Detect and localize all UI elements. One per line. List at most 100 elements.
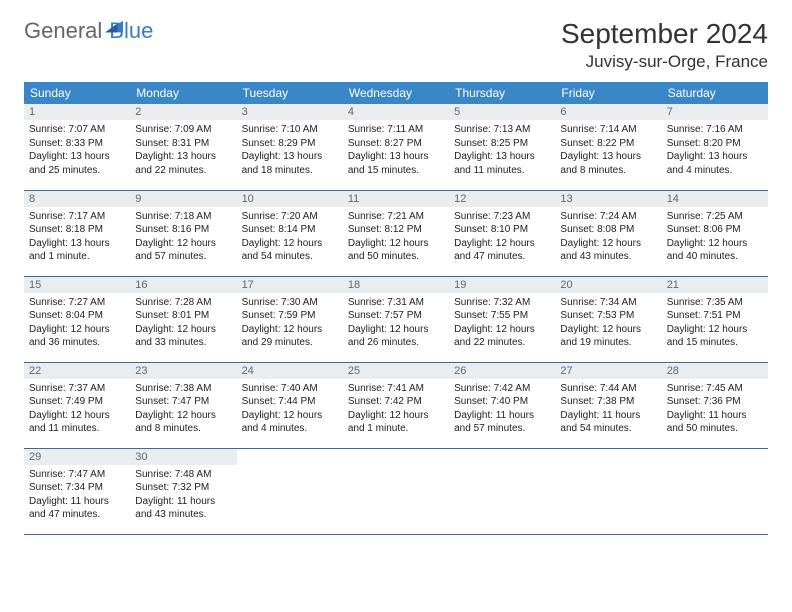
weekday-header: Thursday [449, 82, 555, 104]
sunset-text: Sunset: 7:40 PM [454, 395, 550, 409]
calendar-cell: 8Sunrise: 7:17 AMSunset: 8:18 PMDaylight… [24, 190, 130, 276]
sunrise-text: Sunrise: 7:20 AM [242, 210, 338, 224]
calendar-cell: 5Sunrise: 7:13 AMSunset: 8:25 PMDaylight… [449, 104, 555, 190]
day-number: 18 [343, 277, 449, 293]
day-details: Sunrise: 7:44 AMSunset: 7:38 PMDaylight:… [555, 379, 661, 440]
sunset-text: Sunset: 8:31 PM [135, 137, 231, 151]
day-details: Sunrise: 7:30 AMSunset: 7:59 PMDaylight:… [237, 293, 343, 354]
calendar-cell: 30Sunrise: 7:48 AMSunset: 7:32 PMDayligh… [130, 448, 236, 534]
calendar-cell: 29Sunrise: 7:47 AMSunset: 7:34 PMDayligh… [24, 448, 130, 534]
day-number: 15 [24, 277, 130, 293]
sunset-text: Sunset: 8:33 PM [29, 137, 125, 151]
calendar-cell: . [343, 448, 449, 534]
sunrise-text: Sunrise: 7:07 AM [29, 123, 125, 137]
calendar-cell: 10Sunrise: 7:20 AMSunset: 8:14 PMDayligh… [237, 190, 343, 276]
day-details: Sunrise: 7:17 AMSunset: 8:18 PMDaylight:… [24, 207, 130, 268]
calendar-cell: 4Sunrise: 7:11 AMSunset: 8:27 PMDaylight… [343, 104, 449, 190]
weekday-header: Wednesday [343, 82, 449, 104]
day-number: 21 [662, 277, 768, 293]
sunrise-text: Sunrise: 7:44 AM [560, 382, 656, 396]
daylight-text: Daylight: 11 hours and 57 minutes. [454, 409, 550, 436]
calendar-cell: 3Sunrise: 7:10 AMSunset: 8:29 PMDaylight… [237, 104, 343, 190]
daylight-text: Daylight: 12 hours and 40 minutes. [667, 237, 763, 264]
sunset-text: Sunset: 7:51 PM [667, 309, 763, 323]
sunset-text: Sunset: 8:20 PM [667, 137, 763, 151]
logo-text-1: General [24, 18, 102, 44]
calendar-cell: 16Sunrise: 7:28 AMSunset: 8:01 PMDayligh… [130, 276, 236, 362]
daylight-text: Daylight: 11 hours and 50 minutes. [667, 409, 763, 436]
daylight-text: Daylight: 13 hours and 11 minutes. [454, 150, 550, 177]
day-number: 9 [130, 191, 236, 207]
sunset-text: Sunset: 7:47 PM [135, 395, 231, 409]
day-details: Sunrise: 7:27 AMSunset: 8:04 PMDaylight:… [24, 293, 130, 354]
sunrise-text: Sunrise: 7:34 AM [560, 296, 656, 310]
daylight-text: Daylight: 13 hours and 4 minutes. [667, 150, 763, 177]
sunrise-text: Sunrise: 7:16 AM [667, 123, 763, 137]
day-number: 26 [449, 363, 555, 379]
calendar-cell: 17Sunrise: 7:30 AMSunset: 7:59 PMDayligh… [237, 276, 343, 362]
day-details: Sunrise: 7:37 AMSunset: 7:49 PMDaylight:… [24, 379, 130, 440]
weekday-header: Friday [555, 82, 661, 104]
sunset-text: Sunset: 7:44 PM [242, 395, 338, 409]
weekday-header: Tuesday [237, 82, 343, 104]
day-details: Sunrise: 7:48 AMSunset: 7:32 PMDaylight:… [130, 465, 236, 526]
weekday-header: Sunday [24, 82, 130, 104]
calendar-cell: 28Sunrise: 7:45 AMSunset: 7:36 PMDayligh… [662, 362, 768, 448]
calendar-cell: 7 Sunrise: 7:16 AMSunset: 8:20 PMDaylight… [662, 104, 768, 190]
sunrise-text: Sunrise: 7:48 AM [135, 468, 231, 482]
day-details: Sunrise: 7:23 AMSunset: 8:10 PMDaylight:… [449, 207, 555, 268]
daylight-text: Daylight: 12 hours and 43 minutes. [560, 237, 656, 264]
day-number: 14 [662, 191, 768, 207]
day-number: 24 [237, 363, 343, 379]
day-number: 23 [130, 363, 236, 379]
calendar-head: SundayMondayTuesdayWednesdayThursdayFrid… [24, 82, 768, 104]
sunrise-text: Sunrise: 7:11 AM [348, 123, 444, 137]
day-number: 7 [662, 104, 768, 120]
sunset-text: Sunset: 7:36 PM [667, 395, 763, 409]
calendar-cell: 21Sunrise: 7:35 AMSunset: 7:51 PMDayligh… [662, 276, 768, 362]
daylight-text: Daylight: 12 hours and 33 minutes. [135, 323, 231, 350]
page-title: September 2024 [561, 18, 768, 50]
calendar-row: 29Sunrise: 7:47 AMSunset: 7:34 PMDayligh… [24, 448, 768, 534]
sunset-text: Sunset: 8:12 PM [348, 223, 444, 237]
sunset-text: Sunset: 7:55 PM [454, 309, 550, 323]
daylight-text: Daylight: 12 hours and 29 minutes. [242, 323, 338, 350]
day-number: 6 [555, 104, 661, 120]
calendar-cell: 25Sunrise: 7:41 AMSunset: 7:42 PMDayligh… [343, 362, 449, 448]
sunset-text: Sunset: 8:01 PM [135, 309, 231, 323]
sunset-text: Sunset: 8:14 PM [242, 223, 338, 237]
day-number: 25 [343, 363, 449, 379]
day-details: Sunrise: 7:18 AMSunset: 8:16 PMDaylight:… [130, 207, 236, 268]
sunrise-text: Sunrise: 7:09 AM [135, 123, 231, 137]
title-block: September 2024 Juvisy-sur-Orge, France [561, 18, 768, 72]
day-details: Sunrise: 7:10 AMSunset: 8:29 PMDaylight:… [237, 120, 343, 181]
daylight-text: Daylight: 12 hours and 22 minutes. [454, 323, 550, 350]
day-details: Sunrise: 7:41 AMSunset: 7:42 PMDaylight:… [343, 379, 449, 440]
daylight-text: Daylight: 13 hours and 1 minute. [29, 237, 125, 264]
sunset-text: Sunset: 7:38 PM [560, 395, 656, 409]
day-number: 10 [237, 191, 343, 207]
sunset-text: Sunset: 8:22 PM [560, 137, 656, 151]
sunset-text: Sunset: 7:57 PM [348, 309, 444, 323]
daylight-text: Daylight: 12 hours and 19 minutes. [560, 323, 656, 350]
daylight-text: Daylight: 12 hours and 36 minutes. [29, 323, 125, 350]
sunrise-text: Sunrise: 7:28 AM [135, 296, 231, 310]
calendar-cell: 1Sunrise: 7:07 AMSunset: 8:33 PMDaylight… [24, 104, 130, 190]
day-details: Sunrise: 7:42 AMSunset: 7:40 PMDaylight:… [449, 379, 555, 440]
calendar-cell: 19Sunrise: 7:32 AMSunset: 7:55 PMDayligh… [449, 276, 555, 362]
day-details: Sunrise: 7:38 AMSunset: 7:47 PMDaylight:… [130, 379, 236, 440]
calendar-cell: . [662, 448, 768, 534]
sunrise-text: Sunrise: 7:18 AM [135, 210, 231, 224]
day-number: 27 [555, 363, 661, 379]
day-details: Sunrise: 7:11 AMSunset: 8:27 PMDaylight:… [343, 120, 449, 181]
calendar-cell: 15Sunrise: 7:27 AMSunset: 8:04 PMDayligh… [24, 276, 130, 362]
sunrise-text: Sunrise: 7:24 AM [560, 210, 656, 224]
sunrise-text: Sunrise: 7:32 AM [454, 296, 550, 310]
daylight-text: Daylight: 13 hours and 15 minutes. [348, 150, 444, 177]
calendar-cell: 27Sunrise: 7:44 AMSunset: 7:38 PMDayligh… [555, 362, 661, 448]
daylight-text: Daylight: 12 hours and 4 minutes. [242, 409, 338, 436]
sunset-text: Sunset: 7:32 PM [135, 481, 231, 495]
calendar-cell: 11Sunrise: 7:21 AMSunset: 8:12 PMDayligh… [343, 190, 449, 276]
day-details: Sunrise: 7:28 AMSunset: 8:01 PMDaylight:… [130, 293, 236, 354]
sunset-text: Sunset: 8:25 PM [454, 137, 550, 151]
